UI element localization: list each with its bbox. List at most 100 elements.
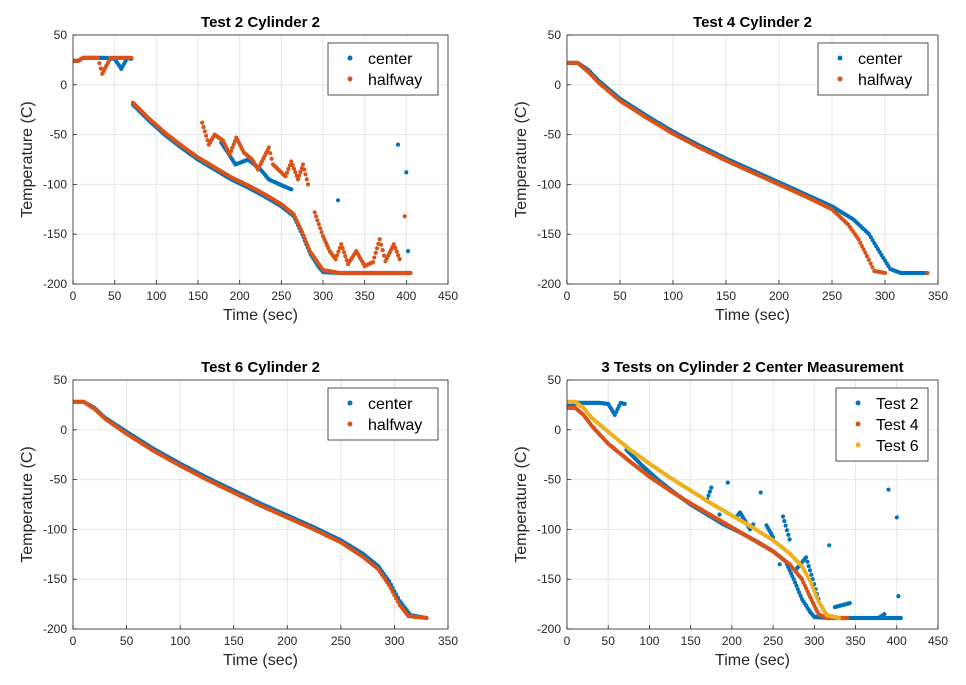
x-tick-label: 200 bbox=[722, 634, 742, 648]
data-point bbox=[390, 589, 395, 594]
data-point bbox=[305, 182, 311, 187]
y-tick-label: 50 bbox=[548, 28, 562, 42]
data-point bbox=[315, 218, 320, 223]
data-point bbox=[408, 270, 413, 276]
y-axis-label: Temperature (C) bbox=[19, 446, 36, 562]
data-point bbox=[717, 512, 722, 517]
y-tick-label: -50 bbox=[50, 128, 68, 142]
legend-marker bbox=[837, 76, 843, 82]
data-point bbox=[303, 172, 308, 177]
x-tick-label: 400 bbox=[396, 289, 416, 303]
series-halfway bbox=[567, 60, 930, 276]
x-tick-label: 300 bbox=[384, 634, 404, 648]
data-point bbox=[845, 615, 850, 621]
data-point bbox=[786, 532, 791, 537]
y-tick-label: -50 bbox=[544, 128, 562, 142]
axes-box bbox=[566, 34, 939, 285]
y-tick-label: -150 bbox=[537, 572, 561, 586]
data-point bbox=[97, 61, 102, 66]
data-point bbox=[622, 401, 627, 406]
x-tick-label: 300 bbox=[875, 289, 895, 303]
legend-marker bbox=[347, 421, 353, 427]
data-point bbox=[806, 564, 811, 569]
legend-marker bbox=[347, 400, 353, 406]
data-point bbox=[340, 246, 345, 251]
y-tick-label: -150 bbox=[43, 227, 67, 241]
x-tick-label: 0 bbox=[564, 634, 571, 648]
legend-marker bbox=[855, 442, 861, 448]
legend-marker bbox=[347, 55, 353, 61]
data-point bbox=[404, 170, 409, 175]
y-tick-label: -200 bbox=[537, 277, 561, 291]
legend: center halfway bbox=[327, 42, 439, 96]
data-point bbox=[882, 612, 887, 617]
data-point bbox=[304, 240, 309, 245]
data-point bbox=[807, 568, 813, 573]
y-tick-label: -200 bbox=[43, 622, 67, 636]
data-point bbox=[808, 579, 813, 584]
x-axis-label: Time (sec) bbox=[223, 307, 298, 324]
data-point bbox=[343, 254, 348, 259]
data-point bbox=[813, 592, 818, 597]
y-tick-label: -200 bbox=[537, 622, 561, 636]
data-point bbox=[307, 246, 312, 251]
data-point bbox=[925, 270, 930, 276]
x-tick-label: 350 bbox=[846, 634, 866, 648]
data-point bbox=[794, 583, 799, 588]
x-tick-label: 200 bbox=[230, 289, 250, 303]
data-point bbox=[782, 518, 787, 524]
data-point bbox=[809, 582, 814, 587]
data-point bbox=[387, 583, 392, 588]
x-tick-label: 250 bbox=[763, 634, 783, 648]
data-point bbox=[392, 593, 397, 598]
data-point bbox=[804, 555, 809, 560]
data-point bbox=[396, 253, 401, 258]
x-tick-label: 100 bbox=[663, 289, 683, 303]
data-point bbox=[316, 222, 321, 227]
data-point bbox=[297, 173, 302, 178]
y-tick-label: 50 bbox=[54, 373, 68, 387]
y-tick-label: -100 bbox=[537, 522, 561, 536]
data-point bbox=[706, 493, 711, 498]
chart-title: Test 4 Cylinder 2 bbox=[693, 14, 812, 31]
data-markers bbox=[73, 55, 413, 276]
data-point bbox=[870, 265, 875, 270]
data-point bbox=[295, 177, 301, 182]
data-point bbox=[864, 254, 870, 259]
data-point bbox=[866, 257, 871, 262]
x-tick-label: 0 bbox=[564, 289, 571, 303]
data-point bbox=[809, 572, 814, 577]
legend-marker bbox=[855, 421, 861, 427]
x-tick-label: 200 bbox=[769, 289, 789, 303]
x-tick-label: 150 bbox=[681, 634, 701, 648]
data-point bbox=[334, 253, 340, 258]
data-point bbox=[810, 585, 816, 590]
data-point bbox=[402, 214, 407, 219]
data-point bbox=[335, 198, 341, 203]
x-tick-label: 450 bbox=[928, 634, 948, 648]
data-point bbox=[380, 248, 385, 253]
x-axis-label: Time (sec) bbox=[715, 652, 790, 669]
x-tick-label: 200 bbox=[277, 634, 297, 648]
y-tick-label: -200 bbox=[43, 277, 67, 291]
x-tick-label: 250 bbox=[271, 289, 291, 303]
data-markers bbox=[73, 399, 429, 621]
data-point bbox=[827, 543, 832, 548]
data-point bbox=[391, 242, 396, 247]
data-markers bbox=[567, 399, 904, 621]
legend: center halfway bbox=[327, 387, 439, 441]
data-point bbox=[228, 149, 234, 154]
x-axis-label: Time (sec) bbox=[715, 307, 790, 324]
y-tick-label: -100 bbox=[43, 177, 67, 191]
data-point bbox=[300, 230, 305, 235]
data-point bbox=[266, 145, 271, 150]
data-point bbox=[805, 559, 810, 564]
data-point bbox=[395, 599, 401, 604]
data-point bbox=[202, 129, 207, 134]
series-halfway bbox=[73, 55, 413, 276]
legend-label: halfway bbox=[368, 72, 422, 89]
legend-box bbox=[835, 387, 929, 462]
data-point bbox=[797, 590, 802, 595]
data-point bbox=[725, 480, 730, 485]
series-test-4 bbox=[567, 405, 850, 621]
